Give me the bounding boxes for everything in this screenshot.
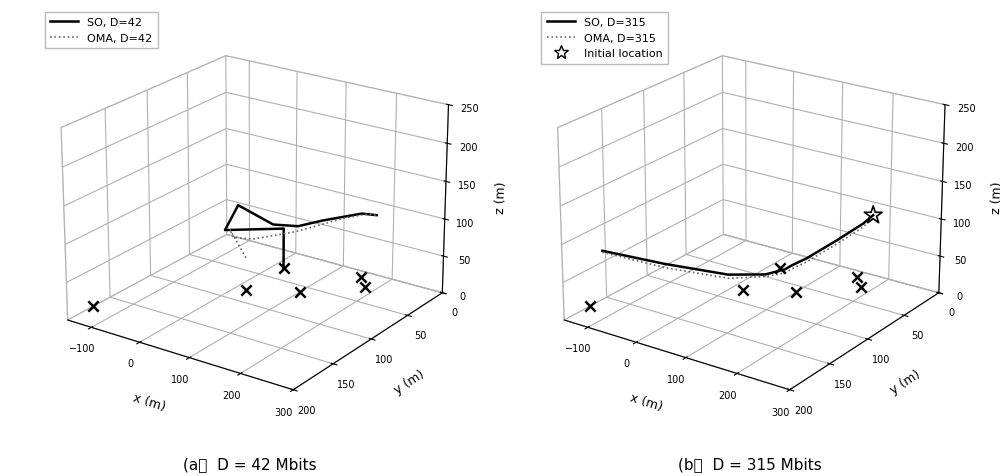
X-axis label: x (m): x (m) — [628, 391, 664, 413]
Legend: SO, D=315, OMA, D=315, Initial location: SO, D=315, OMA, D=315, Initial location — [541, 12, 668, 65]
X-axis label: x (m): x (m) — [132, 391, 167, 413]
Y-axis label: y (m): y (m) — [888, 367, 923, 396]
Text: (a）  D = 42 Mbits: (a） D = 42 Mbits — [183, 456, 317, 471]
Y-axis label: y (m): y (m) — [392, 367, 427, 396]
Text: (b）  D = 315 Mbits: (b） D = 315 Mbits — [678, 456, 822, 471]
Legend: SO, D=42, OMA, D=42: SO, D=42, OMA, D=42 — [45, 12, 158, 49]
